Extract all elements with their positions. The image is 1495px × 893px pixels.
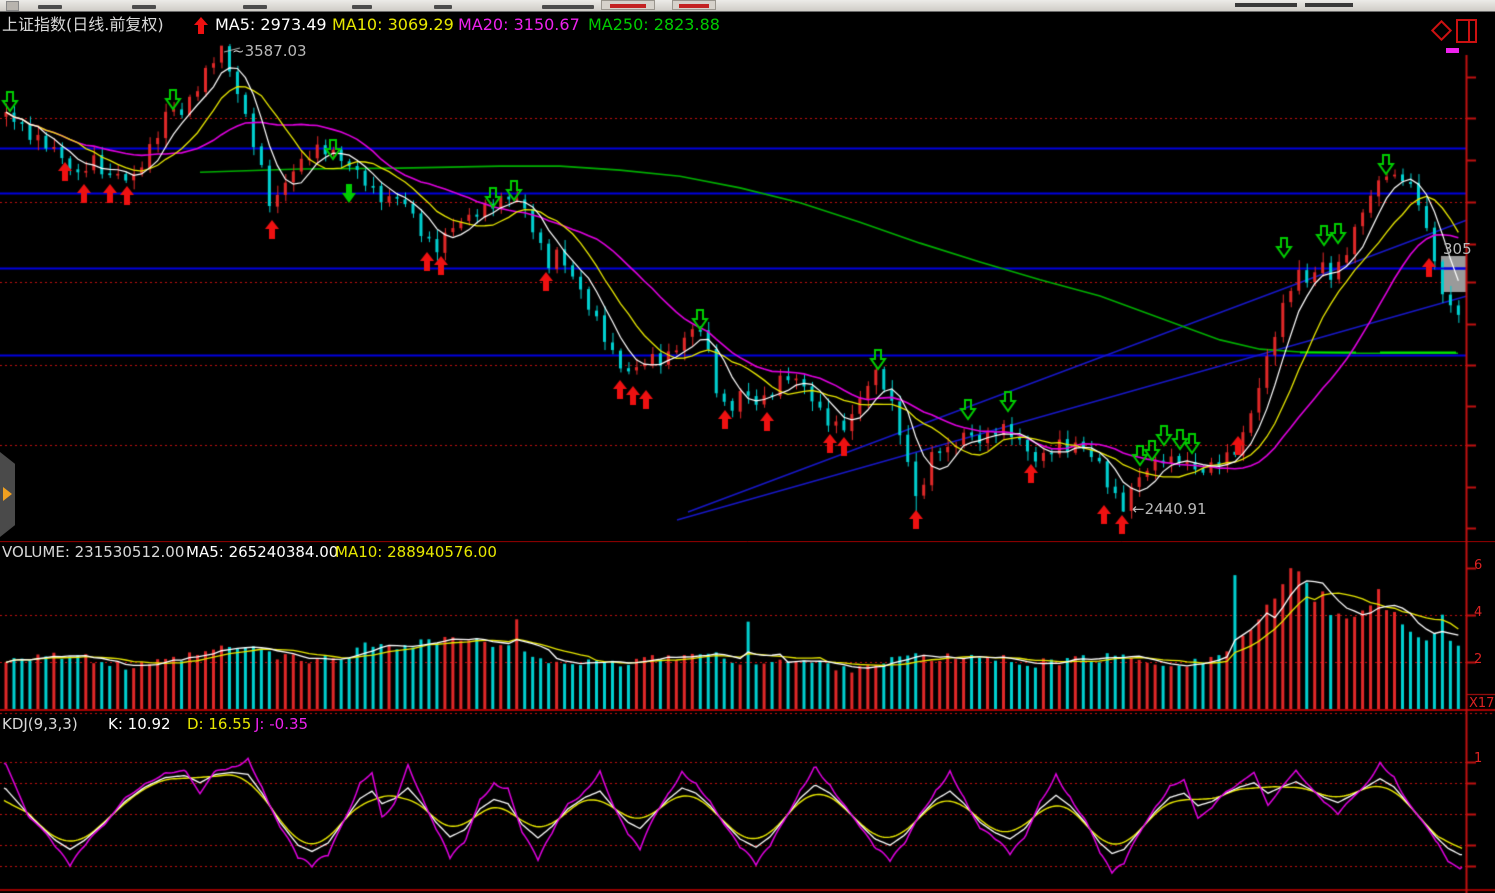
ma10-value: MA10: 3069.29	[332, 15, 454, 34]
menu-bar[interactable]	[0, 0, 1495, 12]
menu-bar-right-text	[1305, 3, 1353, 7]
expand-arrow-icon	[3, 487, 12, 501]
menu-item[interactable]	[434, 5, 452, 9]
last-price-label: 305	[1443, 240, 1472, 258]
app-icon	[6, 1, 19, 11]
up-arrow-icon	[194, 17, 208, 34]
menu-item[interactable]	[352, 5, 372, 9]
ma20-value: MA20: 3150.67	[458, 15, 580, 34]
volume-ma5: MA5: 265240384.00	[186, 543, 339, 561]
menu-item[interactable]	[38, 5, 62, 9]
kdj-j-value: J: -0.35	[255, 715, 309, 733]
kdj-indicator-label: KDJ(9,3,3)	[2, 715, 78, 733]
kdj-axis-label: 1	[1474, 751, 1483, 766]
menu-item[interactable]	[132, 5, 156, 9]
trough-price-label: ←2440.91	[1132, 500, 1207, 518]
menu-item[interactable]	[243, 5, 267, 9]
sidebar-expand-handle[interactable]	[0, 452, 15, 537]
volume-ma10: MA10: 288940576.00	[335, 543, 497, 561]
volume-value: VOLUME: 231530512.00	[2, 543, 185, 561]
kdj-k-value: K: 10.92	[108, 715, 171, 733]
menu-bar-right-text	[1235, 3, 1297, 7]
volume-axis-label: 6	[1474, 558, 1483, 573]
ma250-value: MA250: 2823.88	[588, 15, 720, 34]
price-chart-canvas[interactable]	[0, 38, 1495, 541]
menu-item[interactable]	[542, 5, 594, 9]
volume-chart-canvas[interactable]	[0, 541, 1495, 712]
kdj-chart-canvas[interactable]	[0, 712, 1495, 893]
peak-price-label: ~3587.03	[232, 42, 307, 60]
ma5-value: MA5: 2973.49	[215, 15, 327, 34]
toolbar-button-red[interactable]	[672, 0, 716, 10]
kdj-d-value: D: 16.55	[187, 715, 252, 733]
volume-axis-label: 2	[1474, 652, 1483, 667]
volume-multiplier-label: X17	[1469, 696, 1495, 711]
symbol-title: 上证指数(日线.前复权)	[2, 15, 164, 34]
volume-axis-label: 4	[1474, 605, 1483, 620]
toolbar-button-red[interactable]	[601, 0, 655, 10]
